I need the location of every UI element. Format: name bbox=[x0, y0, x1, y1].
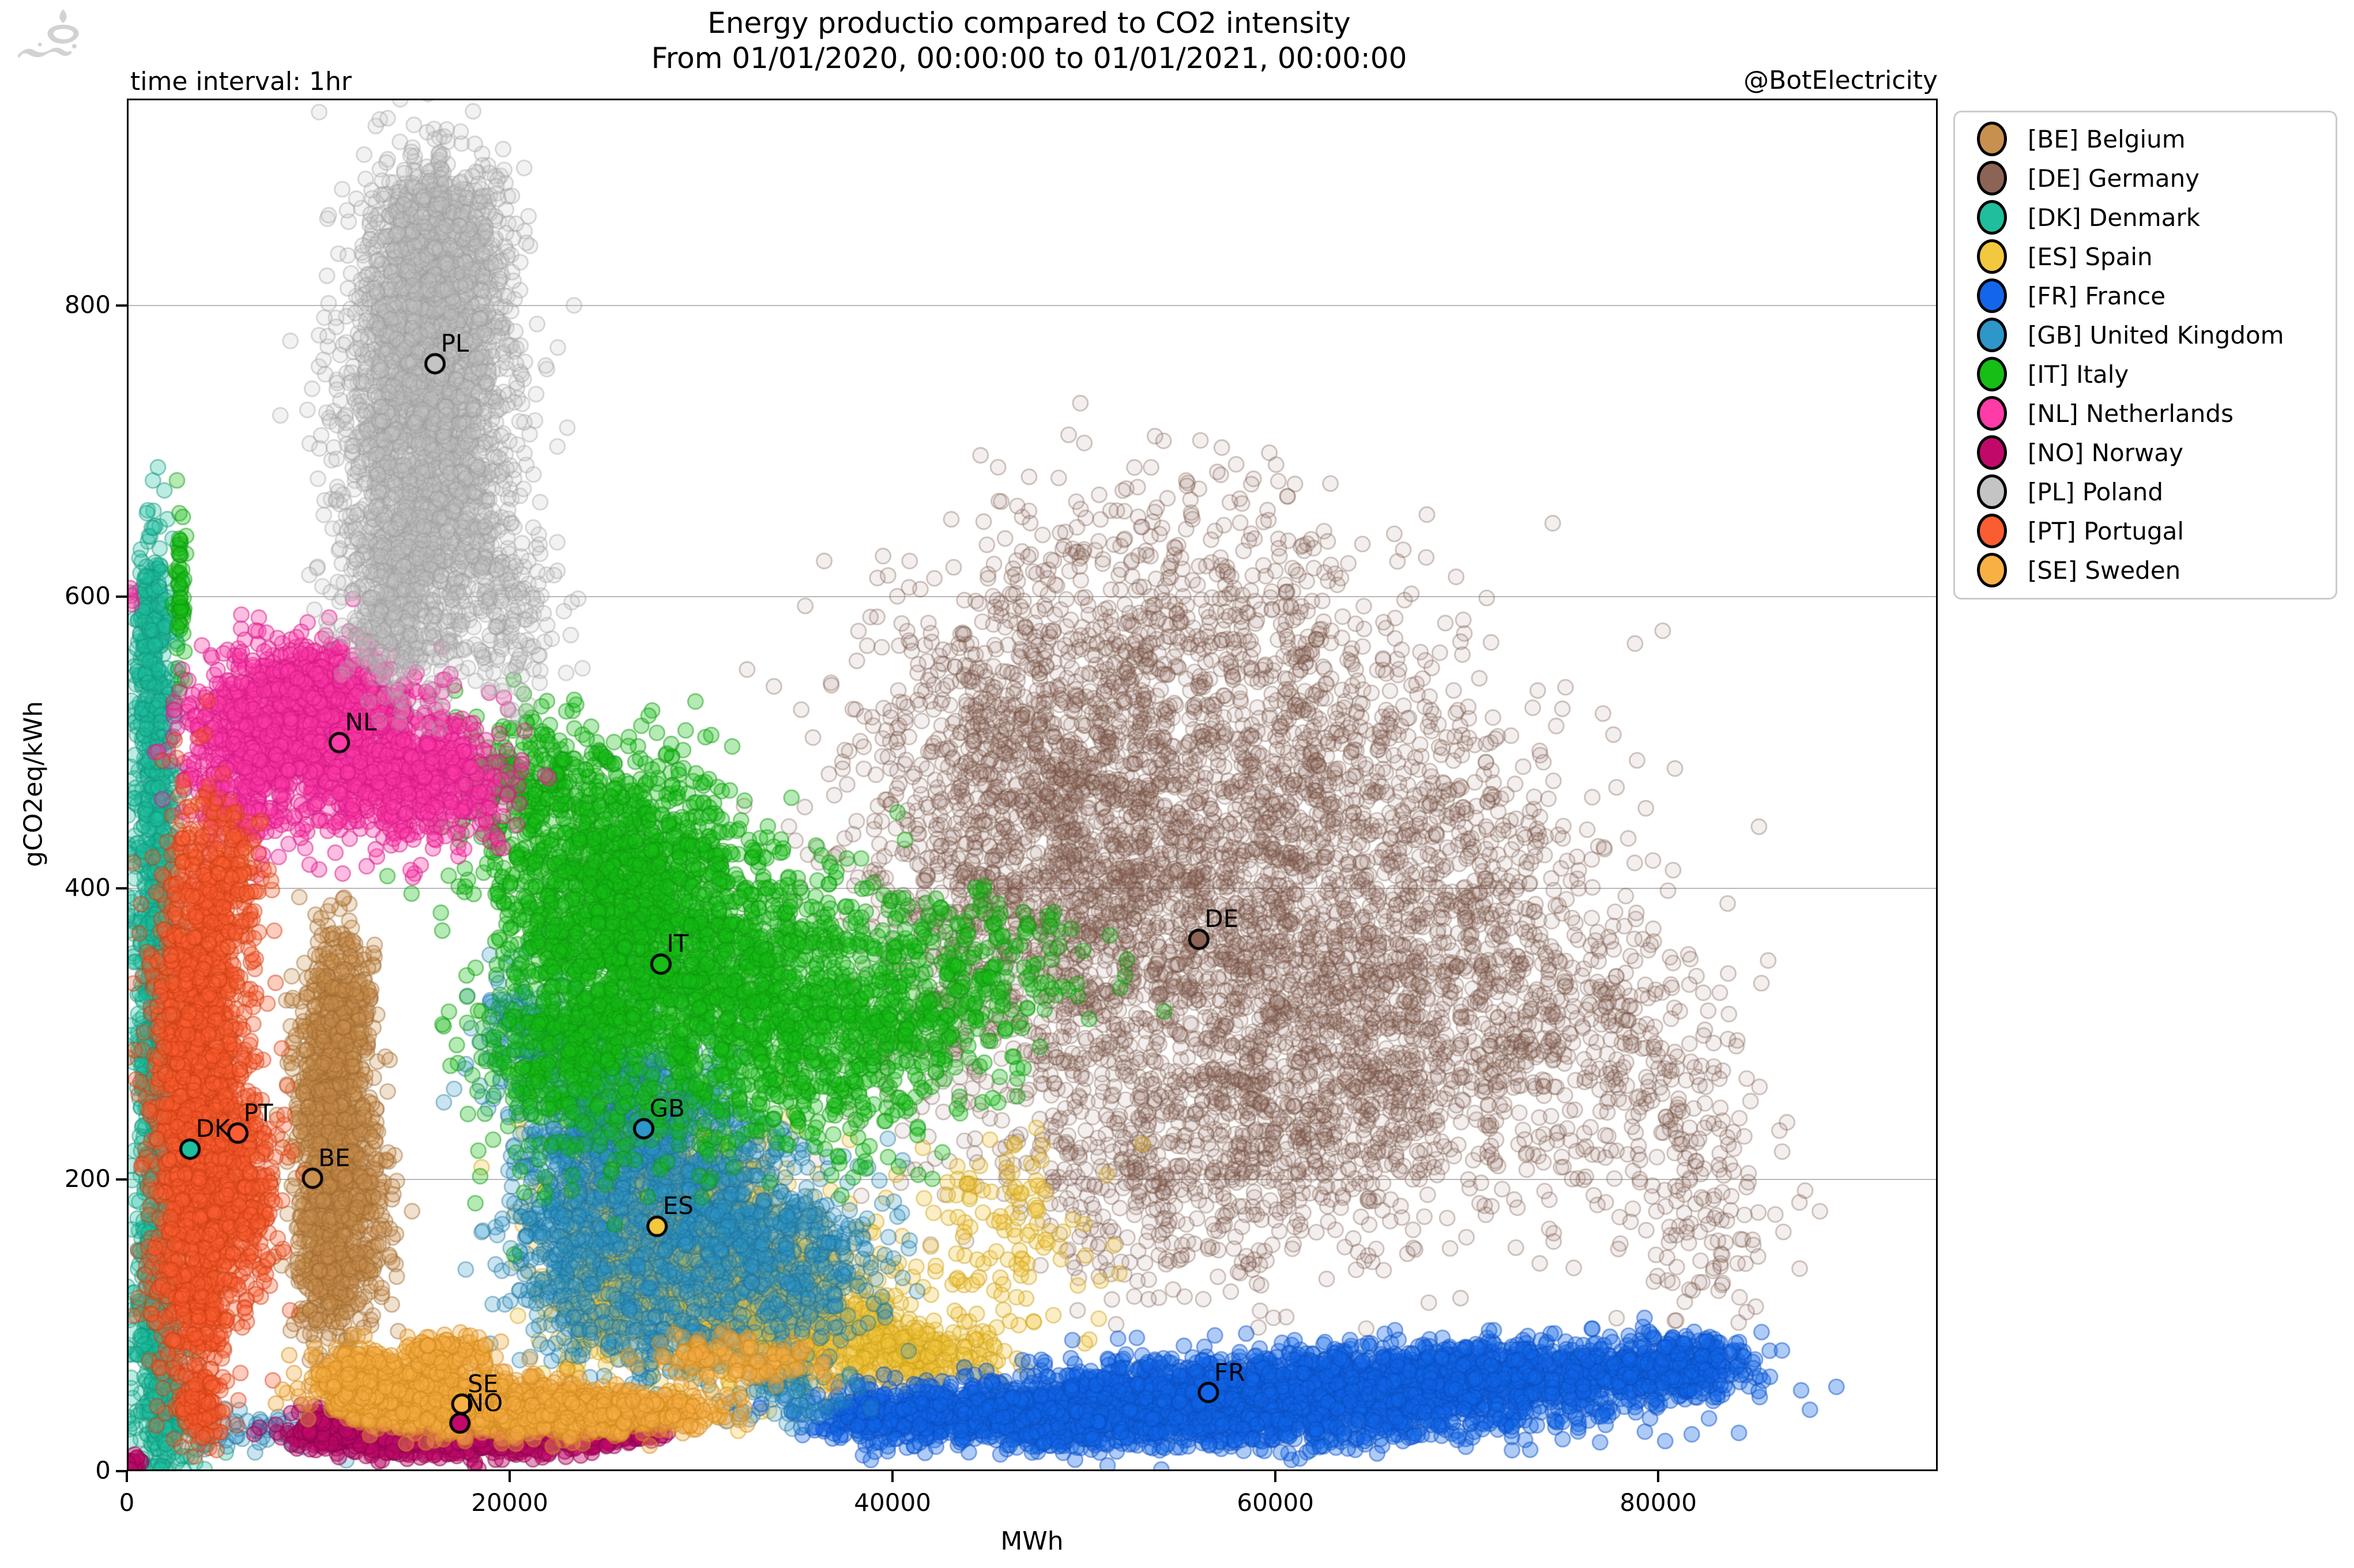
legend-item-label: [PT] Portugal bbox=[2028, 517, 2184, 545]
legend-item-label: [NL] Netherlands bbox=[2028, 399, 2234, 428]
country-annotation-label: DK bbox=[195, 1114, 231, 1143]
country-annotation-label: NO bbox=[465, 1388, 503, 1417]
legend-marker-icon bbox=[1977, 435, 2007, 470]
x-tick-label: 80000 bbox=[1619, 1488, 1697, 1517]
legend-marker-icon bbox=[1977, 514, 2007, 548]
country-annotation-label: GB bbox=[649, 1094, 685, 1122]
y-tick-label: 400 bbox=[64, 873, 111, 902]
legend-item: [NO] Norway bbox=[1955, 433, 2336, 472]
legend-item: [PT] Portugal bbox=[1955, 511, 2336, 551]
country-annotation-label: SE bbox=[468, 1369, 499, 1398]
legend-item: [ES] Spain bbox=[1955, 237, 2336, 276]
legend-marker-icon bbox=[1977, 161, 2007, 195]
legend-item-label: [DE] Germany bbox=[2028, 164, 2200, 193]
legend-item: [SE] Sweden bbox=[1955, 551, 2336, 590]
x-tick-mark bbox=[891, 1471, 894, 1482]
legend-item: [DE] Germany bbox=[1955, 159, 2336, 198]
legend-item-label: [SE] Sweden bbox=[2028, 556, 2181, 585]
legend-marker-icon bbox=[1977, 200, 2007, 235]
legend-item: [IT] Italy bbox=[1955, 355, 2336, 394]
legend-item-label: [GB] United Kingdom bbox=[2028, 321, 2284, 349]
legend-item: [FR] France bbox=[1955, 276, 2336, 315]
legend: [BE] Belgium [DE] Germany [DK] Denmark [ES]… bbox=[1953, 111, 2337, 600]
legend-item: [GB] United Kingdom bbox=[1955, 315, 2336, 355]
y-tick-label: 200 bbox=[64, 1164, 111, 1193]
legend-marker-icon bbox=[1977, 474, 2007, 509]
country-annotation-label: PL bbox=[440, 329, 469, 358]
legend-item: [BE] Belgium bbox=[1955, 119, 2336, 159]
legend-item: [PL] Poland bbox=[1955, 472, 2336, 511]
legend-marker-icon bbox=[1977, 278, 2007, 313]
y-tick-mark bbox=[116, 304, 127, 307]
legend-marker-icon bbox=[1977, 239, 2007, 274]
x-tick-label: 20000 bbox=[471, 1488, 548, 1517]
y-tick-mark bbox=[116, 595, 127, 598]
x-tick-label: 40000 bbox=[854, 1488, 931, 1517]
country-annotation-label: FR bbox=[1214, 1358, 1245, 1386]
legend-item-label: [PL] Poland bbox=[2028, 477, 2164, 506]
y-tick-label: 600 bbox=[64, 582, 111, 610]
legend-item: [DK] Denmark bbox=[1955, 198, 2336, 237]
country-annotation-label: NL bbox=[345, 708, 377, 737]
legend-item-label: [DK] Denmark bbox=[2028, 203, 2201, 232]
country-annotation-label: PT bbox=[243, 1098, 273, 1127]
country-annotation-label: ES bbox=[662, 1192, 694, 1220]
legend-marker-icon bbox=[1977, 122, 2007, 156]
legend-item-label: [FR] France bbox=[2028, 281, 2166, 310]
x-tick-label: 0 bbox=[119, 1488, 135, 1517]
x-tick-mark bbox=[509, 1471, 511, 1482]
country-annotation-label: IT bbox=[666, 929, 689, 958]
country-annotation-label: BE bbox=[318, 1143, 351, 1172]
legend-item-label: [IT] Italy bbox=[2028, 360, 2129, 389]
legend-item-label: [NO] Norway bbox=[2028, 438, 2183, 467]
y-tick-mark bbox=[116, 887, 127, 889]
x-tick-mark bbox=[126, 1471, 128, 1482]
y-tick-label: 0 bbox=[95, 1456, 111, 1484]
legend-item-label: [ES] Spain bbox=[2028, 242, 2153, 271]
legend-marker-icon bbox=[1977, 396, 2007, 431]
legend-item-label: [BE] Belgium bbox=[2028, 125, 2186, 153]
legend-marker-icon bbox=[1977, 553, 2007, 587]
x-tick-label: 60000 bbox=[1237, 1488, 1314, 1517]
legend-item: [NL] Netherlands bbox=[1955, 394, 2336, 433]
legend-marker-icon bbox=[1977, 357, 2007, 391]
y-tick-mark bbox=[116, 1470, 127, 1472]
y-tick-mark bbox=[116, 1178, 127, 1181]
legend-marker-icon bbox=[1977, 318, 2007, 352]
x-tick-mark bbox=[1657, 1471, 1660, 1482]
plot-frame bbox=[127, 99, 1938, 1471]
x-tick-mark bbox=[1274, 1471, 1277, 1482]
country-annotation-label: DE bbox=[1204, 904, 1239, 933]
y-tick-label: 800 bbox=[64, 290, 111, 319]
